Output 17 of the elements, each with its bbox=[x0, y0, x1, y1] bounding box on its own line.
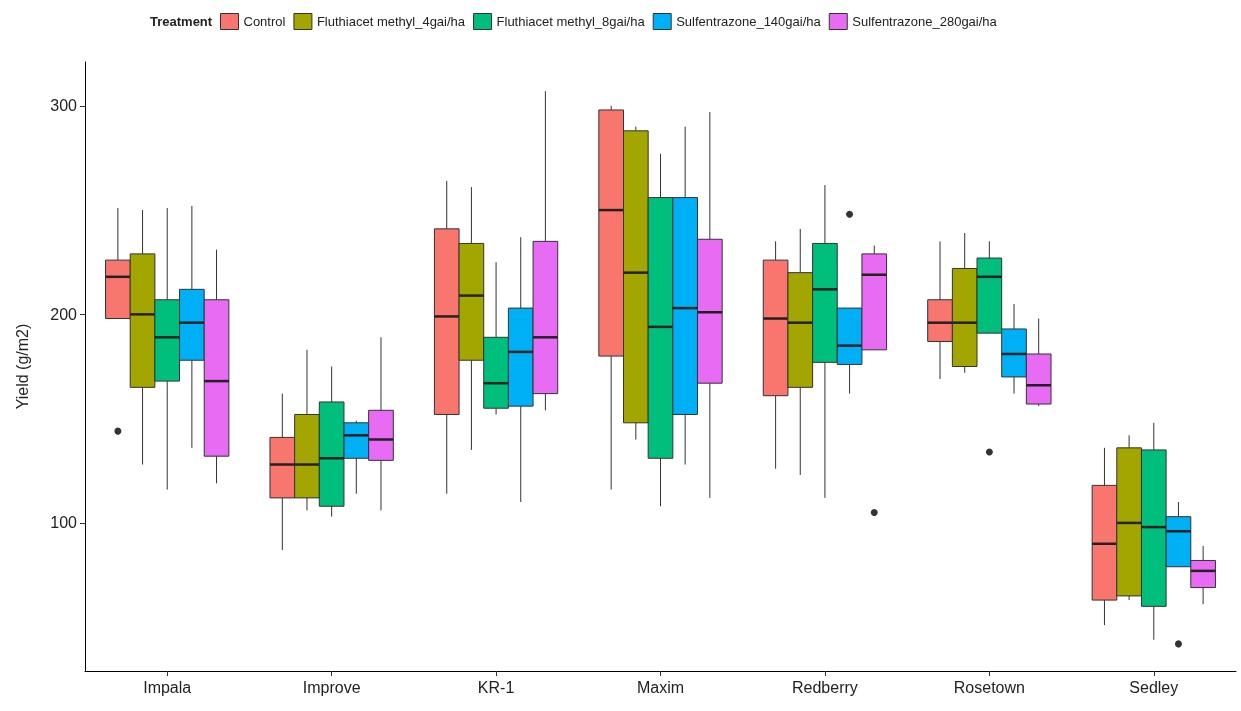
x-tick-label: Redberry bbox=[792, 678, 858, 696]
legend-title: Treatment bbox=[150, 14, 213, 29]
x-tick-label: Sedley bbox=[1129, 678, 1179, 696]
legend-label: Fluthiacet methyl_8gai/ha bbox=[496, 14, 646, 29]
x-tick-label: Rosetown bbox=[953, 678, 1025, 696]
legend-label: Control bbox=[243, 14, 286, 29]
x-tick-label: Impala bbox=[143, 678, 192, 696]
x-tick-label: Improve bbox=[302, 678, 361, 696]
x-tick-label: KR-1 bbox=[477, 678, 515, 696]
x-tick-label: Maxim bbox=[636, 678, 685, 696]
y-axis-title: Yield (g/m2) bbox=[13, 323, 31, 410]
legend-label: Fluthiacet methyl_4gai/ha bbox=[316, 14, 466, 29]
y-tick-label: 100 bbox=[50, 514, 78, 532]
legend-label: Sulfentrazone_280gai/ha bbox=[852, 14, 998, 29]
y-tick-label: 300 bbox=[50, 97, 78, 115]
legend-label: Sulfentrazone_140gai/ha bbox=[676, 14, 822, 29]
y-tick-label: 200 bbox=[50, 305, 78, 323]
